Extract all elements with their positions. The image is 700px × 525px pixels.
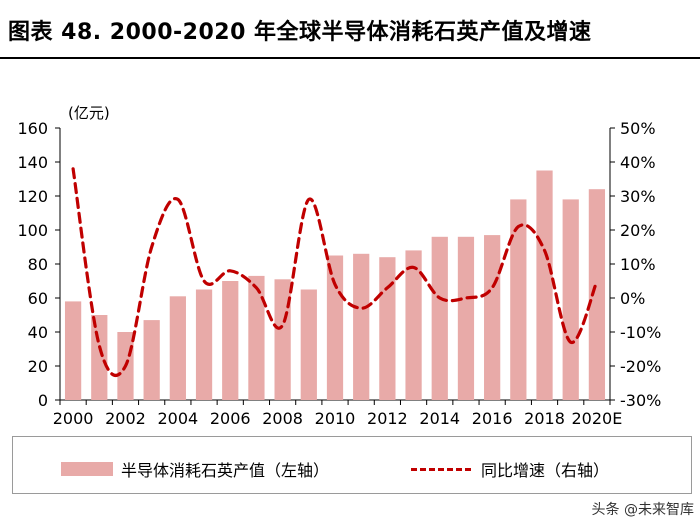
- y-tick-label-right: 40%: [620, 153, 656, 172]
- bar: [248, 275, 265, 400]
- y-tick-label-right: 0%: [620, 289, 645, 308]
- bar: [536, 170, 553, 400]
- bar: [300, 289, 317, 400]
- y-tick-label-right: 10%: [620, 255, 656, 274]
- x-tick-label: 2016: [472, 409, 513, 428]
- growth-rate-line: [71, 167, 599, 378]
- y-tick-label-right: 20%: [620, 221, 656, 240]
- y-tick-label-left: 0: [38, 391, 48, 410]
- bar: [588, 189, 606, 400]
- bar: [405, 250, 422, 400]
- bar: [484, 235, 501, 400]
- bar: [457, 236, 475, 400]
- bar: [562, 199, 579, 400]
- x-tick-label: 2002: [105, 409, 146, 428]
- x-tick-label: 2020E: [571, 409, 622, 428]
- bar: [326, 255, 344, 400]
- y-tick-label-right: -30%: [620, 391, 661, 410]
- bar: [169, 296, 186, 400]
- x-tick-label: 2014: [419, 409, 460, 428]
- bar: [143, 320, 160, 400]
- y-tick-label-left: 100: [17, 221, 48, 240]
- x-tick-label: 2004: [157, 409, 198, 428]
- bar: [379, 257, 396, 400]
- combo-chart: 0 20 40 60 80 100 120 140 160 -30% -20% -10% 0% 10% 20…: [17, 104, 661, 428]
- legend-bar-swatch: [61, 462, 113, 476]
- x-tick-label: 2012: [367, 409, 408, 428]
- title-underline: [0, 57, 700, 59]
- y-tick-label-right: 50%: [620, 119, 656, 138]
- legend-line-label: 同比增速（右轴）: [481, 461, 610, 480]
- y-tick-label-left: 140: [17, 153, 48, 172]
- y-tick-label-right: -20%: [620, 357, 661, 376]
- x-tick-label: 2000: [53, 409, 94, 428]
- y-tick-label-left: 120: [17, 187, 48, 206]
- y-tick-label-left: 60: [28, 289, 48, 308]
- y-tick-label-left: 20: [28, 357, 48, 376]
- y-tick-label-right: -10%: [620, 323, 661, 342]
- x-tick-label: 2010: [315, 409, 356, 428]
- y-tick-label-right: 30%: [620, 187, 656, 206]
- y-tick-label-left: 80: [28, 255, 48, 274]
- bar: [274, 279, 291, 400]
- bar: [195, 289, 213, 400]
- legend-item-bar: 半导体消耗石英产值（左轴）: [61, 457, 329, 481]
- legend-line-swatch: [411, 467, 471, 471]
- chart-title: 图表 48. 2000-2020 年全球半导体消耗石英产值及增速: [8, 20, 592, 45]
- bar: [510, 199, 527, 400]
- legend: 半导体消耗石英产值（左轴） 同比增速（右轴）: [12, 436, 692, 494]
- y-axis-unit-label: (亿元): [68, 104, 110, 122]
- bar: [431, 236, 448, 400]
- legend-item-line: 同比增速（右轴）: [411, 457, 609, 481]
- legend-bar-label: 半导体消耗石英产值（左轴）: [121, 461, 330, 480]
- x-tick-label: 2008: [262, 409, 303, 428]
- y-tick-label-left: 160: [17, 119, 48, 138]
- x-tick-label: 2018: [524, 409, 565, 428]
- bar: [91, 315, 108, 400]
- bar: [353, 253, 370, 400]
- bar: [222, 281, 239, 400]
- bar: [64, 301, 82, 400]
- x-tick-label: 2006: [210, 409, 251, 428]
- watermark: 头条 @未来智库: [591, 502, 694, 518]
- y-tick-label-left: 40: [28, 323, 48, 342]
